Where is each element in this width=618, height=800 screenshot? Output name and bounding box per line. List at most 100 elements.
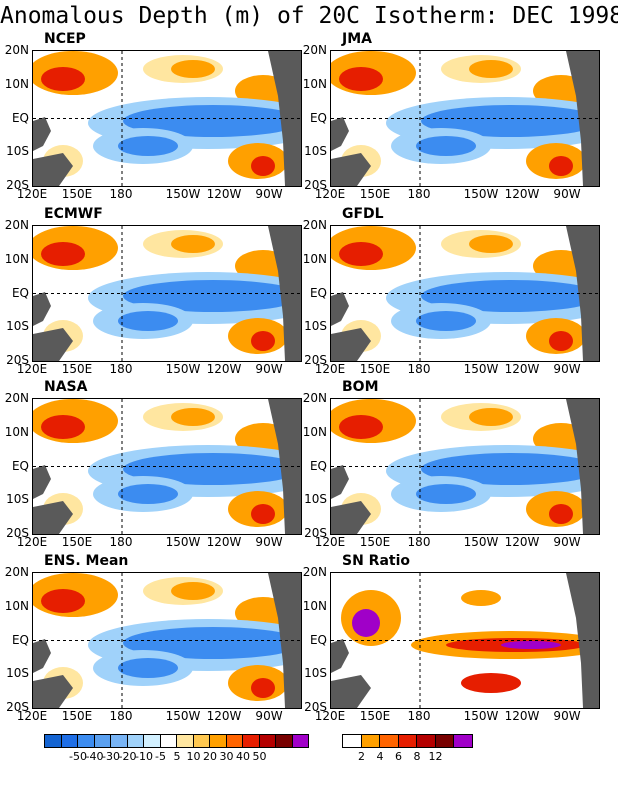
colorbar-swatch: [454, 735, 472, 747]
lat-label: 10N: [4, 251, 29, 266]
lat-label: EQ: [11, 458, 29, 473]
lat-label: 10S: [304, 492, 327, 507]
panel-title: BOM: [342, 379, 379, 395]
lon-label: 180: [109, 187, 133, 201]
colorbar-label: 8: [413, 750, 421, 763]
map-panel-7: [32, 572, 302, 709]
lon-label: 90W: [255, 709, 283, 723]
map-field: [33, 226, 301, 361]
colorbar-swatch: [144, 735, 161, 747]
colorbar-label: 10: [186, 750, 201, 763]
colorbar-label: -10: [135, 750, 153, 763]
map-field: [33, 399, 301, 534]
colorbar-swatch: [343, 735, 362, 747]
lat-label: 20S: [6, 353, 29, 367]
lon-label: 150W: [165, 362, 201, 376]
lat-label: 20N: [302, 391, 327, 405]
colorbar-swatch: [276, 735, 293, 747]
lon-label: 150W: [463, 362, 499, 376]
lon-label: 180: [109, 362, 133, 376]
lon-label: 150E: [61, 709, 93, 723]
map-field: [331, 51, 599, 186]
colorbar-swatch: [380, 735, 399, 747]
lon-label: 90W: [553, 362, 581, 376]
lat-label: 20S: [6, 526, 29, 540]
lon-label: 90W: [255, 535, 283, 549]
lat-label: 10N: [302, 598, 327, 613]
panel-title: SN Ratio: [342, 553, 411, 569]
lat-label: 10N: [302, 251, 327, 266]
colorbar-swatch: [160, 735, 177, 747]
colorbar-swatch: [61, 735, 78, 747]
lat-label: 20S: [304, 178, 327, 192]
lon-label: 150E: [359, 187, 391, 201]
lat-label: 10S: [304, 319, 327, 334]
panel-title: GFDL: [342, 206, 384, 222]
lat-label: EQ: [11, 285, 29, 300]
lon-label: 150W: [165, 535, 201, 549]
lon-label: 120W: [504, 362, 540, 376]
colorbar-label: 50: [252, 750, 267, 763]
panel-title: ENS. Mean: [44, 553, 129, 569]
lon-label: 150E: [359, 535, 391, 549]
lon-label: 150E: [359, 362, 391, 376]
lon-label: 120W: [206, 535, 242, 549]
lon-label: 120E: [16, 187, 48, 201]
lon-label: 120E: [314, 187, 346, 201]
colorbar-label: -30: [102, 750, 120, 763]
lon-label: 120E: [16, 709, 48, 723]
map-panel-6: [330, 398, 600, 535]
lon-label: 120E: [314, 535, 346, 549]
lat-label: 20N: [4, 391, 29, 405]
lat-label: 10S: [304, 144, 327, 159]
panel-title: NASA: [44, 379, 88, 395]
colorbar-label: -20: [118, 750, 137, 763]
lon-label: 120W: [206, 709, 242, 723]
sn-ratio-colorbar: [342, 734, 473, 748]
lon-label: 150E: [61, 187, 93, 201]
colorbar-swatch: [259, 735, 276, 747]
lon-label: 120E: [314, 709, 346, 723]
lon-label: 180: [109, 535, 133, 549]
lat-label: 20S: [304, 353, 327, 367]
colorbar-swatch: [398, 735, 417, 747]
lat-label: 10S: [6, 666, 29, 681]
figure-title: Anomalous Depth (m) of 20C Isotherm: DEC…: [0, 3, 618, 29]
lat-label: EQ: [309, 458, 327, 473]
lat-label: EQ: [11, 632, 29, 647]
lon-label: 90W: [553, 535, 581, 549]
lon-label: 180: [407, 187, 431, 201]
colorbar-label: 6: [395, 750, 402, 763]
map-panel-1: [32, 50, 302, 187]
map-field: [33, 573, 301, 708]
lat-label: EQ: [309, 110, 327, 125]
lon-label: 90W: [553, 187, 581, 201]
colorbar-label: 4: [376, 750, 384, 763]
lon-label: 120E: [314, 362, 346, 376]
lon-label: 180: [407, 535, 431, 549]
map-panel-5: [32, 398, 302, 535]
lat-label: 10N: [4, 424, 29, 439]
lat-label: 10S: [304, 666, 327, 681]
lon-label: 90W: [255, 187, 283, 201]
lat-label: 10N: [302, 424, 327, 439]
colorbar-label: -5: [155, 750, 166, 763]
lon-label: 150W: [463, 535, 499, 549]
lon-label: 180: [407, 362, 431, 376]
lat-label: EQ: [309, 285, 327, 300]
lat-label: 20S: [304, 700, 327, 714]
lon-label: 90W: [255, 362, 283, 376]
map-field: [33, 51, 301, 186]
colorbar-swatch: [210, 735, 227, 747]
colorbar-swatch: [111, 735, 128, 747]
colorbar-swatch: [243, 735, 260, 747]
colorbar-label: -50: [69, 750, 87, 763]
lon-label: 120E: [16, 362, 48, 376]
lon-label: 180: [109, 709, 133, 723]
map-field: [331, 399, 599, 534]
lat-label: 20S: [304, 526, 327, 540]
colorbar-label: 40: [236, 750, 250, 763]
lon-label: 150W: [165, 709, 201, 723]
colorbar-swatch: [361, 735, 380, 747]
lat-label: EQ: [309, 632, 327, 647]
